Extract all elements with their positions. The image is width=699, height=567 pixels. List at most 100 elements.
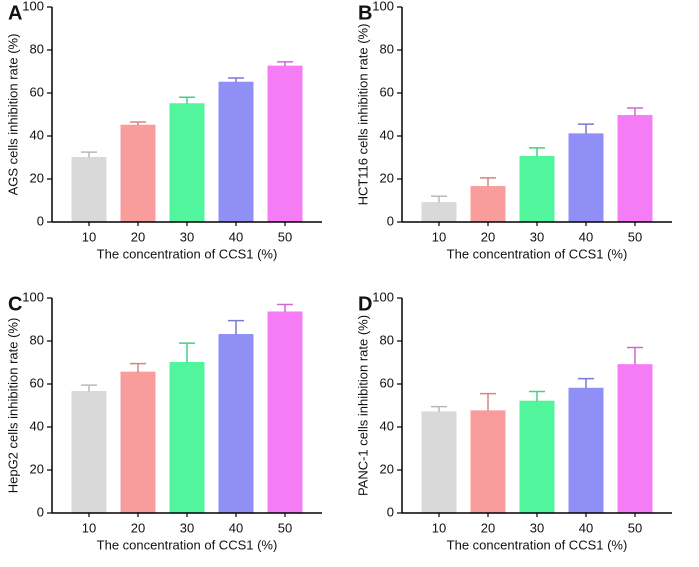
bar bbox=[470, 186, 506, 223]
x-tick-label: 10 bbox=[432, 229, 446, 244]
y-tick-label: 40 bbox=[30, 127, 44, 142]
y-tick-label: 20 bbox=[380, 170, 394, 185]
error-bar bbox=[529, 147, 545, 157]
x-tick-label: 10 bbox=[82, 520, 96, 535]
x-tick-label: 50 bbox=[278, 229, 292, 244]
x-tick-label: 10 bbox=[82, 229, 96, 244]
bar bbox=[218, 334, 254, 514]
bar bbox=[470, 410, 506, 514]
error-bar bbox=[130, 121, 146, 126]
x-tick-label: 20 bbox=[131, 229, 145, 244]
bar bbox=[568, 133, 604, 223]
bar bbox=[267, 65, 303, 223]
error-bar bbox=[228, 77, 244, 83]
y-tick-label: 20 bbox=[30, 170, 44, 185]
bar bbox=[267, 311, 303, 514]
y-tick-label: 0 bbox=[387, 213, 394, 228]
x-tick-label: 30 bbox=[530, 229, 544, 244]
y-tick-label: 20 bbox=[380, 461, 394, 476]
x-tick-label: 40 bbox=[229, 520, 243, 535]
error-bar bbox=[277, 303, 293, 312]
y-axis-label: HepG2 cells inhibition rate (%) bbox=[5, 318, 20, 494]
error-bar bbox=[431, 405, 447, 412]
bar bbox=[617, 115, 653, 223]
bar bbox=[218, 81, 254, 223]
x-axis-label: The concentration of CCS1 (%) bbox=[447, 537, 628, 552]
error-bar bbox=[627, 107, 643, 116]
y-tick-label: 60 bbox=[30, 375, 44, 390]
error-bar bbox=[130, 362, 146, 373]
y-tick-label: 40 bbox=[380, 127, 394, 142]
bar bbox=[169, 103, 205, 223]
error-bar bbox=[81, 151, 97, 158]
error-bar bbox=[81, 384, 97, 392]
x-tick-label: 10 bbox=[432, 520, 446, 535]
panel-label: B bbox=[358, 2, 372, 24]
x-axis-label: The concentration of CCS1 (%) bbox=[97, 246, 278, 261]
x-tick-label: 20 bbox=[481, 229, 495, 244]
panel: C HepG2 cells inhibition rate (%) The conc… bbox=[5, 289, 322, 552]
x-tick-label: 30 bbox=[530, 520, 544, 535]
y-axis-label: HCT116 cells inhibition rate (%) bbox=[355, 24, 370, 206]
bar bbox=[71, 157, 107, 223]
bar bbox=[71, 391, 107, 514]
bar bbox=[169, 362, 205, 514]
x-tick-label: 50 bbox=[628, 520, 642, 535]
x-axis-label: The concentration of CCS1 (%) bbox=[97, 537, 278, 552]
error-bar bbox=[627, 346, 643, 365]
bar bbox=[568, 387, 604, 514]
x-tick-label: 40 bbox=[579, 229, 593, 244]
y-tick-label: 100 bbox=[22, 0, 44, 13]
x-tick-label: 30 bbox=[180, 229, 194, 244]
bar bbox=[421, 411, 457, 514]
panel-label: A bbox=[8, 2, 22, 24]
y-axis-label: AGS cells inhibition rate (%) bbox=[5, 34, 20, 196]
x-tick-label: 20 bbox=[131, 520, 145, 535]
y-tick-label: 40 bbox=[380, 418, 394, 433]
bar bbox=[519, 155, 555, 223]
error-bar bbox=[529, 390, 545, 402]
error-bar bbox=[480, 392, 496, 411]
y-axis-label: PANC-1 cells inhibition rate (%) bbox=[355, 315, 370, 496]
bar bbox=[120, 371, 156, 514]
bar bbox=[120, 124, 156, 223]
y-tick-label: 100 bbox=[372, 0, 394, 13]
y-tick-label: 100 bbox=[372, 289, 394, 304]
panel: A AGS cells inhibition rate (%) The concen… bbox=[5, 0, 322, 261]
error-bar bbox=[179, 96, 195, 104]
y-tick-label: 80 bbox=[380, 332, 394, 347]
error-bar bbox=[480, 177, 496, 187]
y-tick-label: 40 bbox=[30, 418, 44, 433]
x-tick-label: 40 bbox=[229, 229, 243, 244]
y-tick-label: 60 bbox=[380, 84, 394, 99]
x-tick-label: 50 bbox=[628, 229, 642, 244]
panel-label: D bbox=[358, 293, 372, 315]
error-bar bbox=[431, 195, 447, 203]
bar bbox=[617, 364, 653, 514]
error-bar bbox=[578, 123, 594, 134]
bar bbox=[519, 400, 555, 514]
y-tick-label: 80 bbox=[30, 332, 44, 347]
panel-label: C bbox=[8, 293, 22, 315]
y-tick-label: 60 bbox=[30, 84, 44, 99]
y-tick-label: 0 bbox=[37, 504, 44, 519]
y-tick-label: 20 bbox=[30, 461, 44, 476]
y-tick-label: 0 bbox=[37, 213, 44, 228]
y-tick-label: 100 bbox=[22, 289, 44, 304]
x-tick-label: 30 bbox=[180, 520, 194, 535]
x-tick-label: 50 bbox=[278, 520, 292, 535]
error-bar bbox=[578, 377, 594, 389]
y-tick-label: 60 bbox=[380, 375, 394, 390]
y-tick-label: 80 bbox=[30, 41, 44, 56]
x-axis-label: The concentration of CCS1 (%) bbox=[447, 246, 628, 261]
x-tick-label: 40 bbox=[579, 520, 593, 535]
bar bbox=[421, 202, 457, 223]
error-bar bbox=[228, 319, 244, 335]
error-bar bbox=[179, 342, 195, 363]
y-tick-label: 0 bbox=[387, 504, 394, 519]
error-bar bbox=[277, 61, 293, 67]
x-tick-label: 20 bbox=[481, 520, 495, 535]
